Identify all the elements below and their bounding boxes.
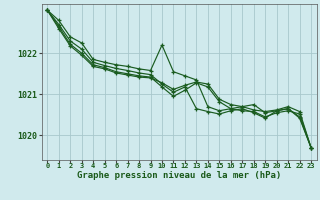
X-axis label: Graphe pression niveau de la mer (hPa): Graphe pression niveau de la mer (hPa)	[77, 171, 281, 180]
